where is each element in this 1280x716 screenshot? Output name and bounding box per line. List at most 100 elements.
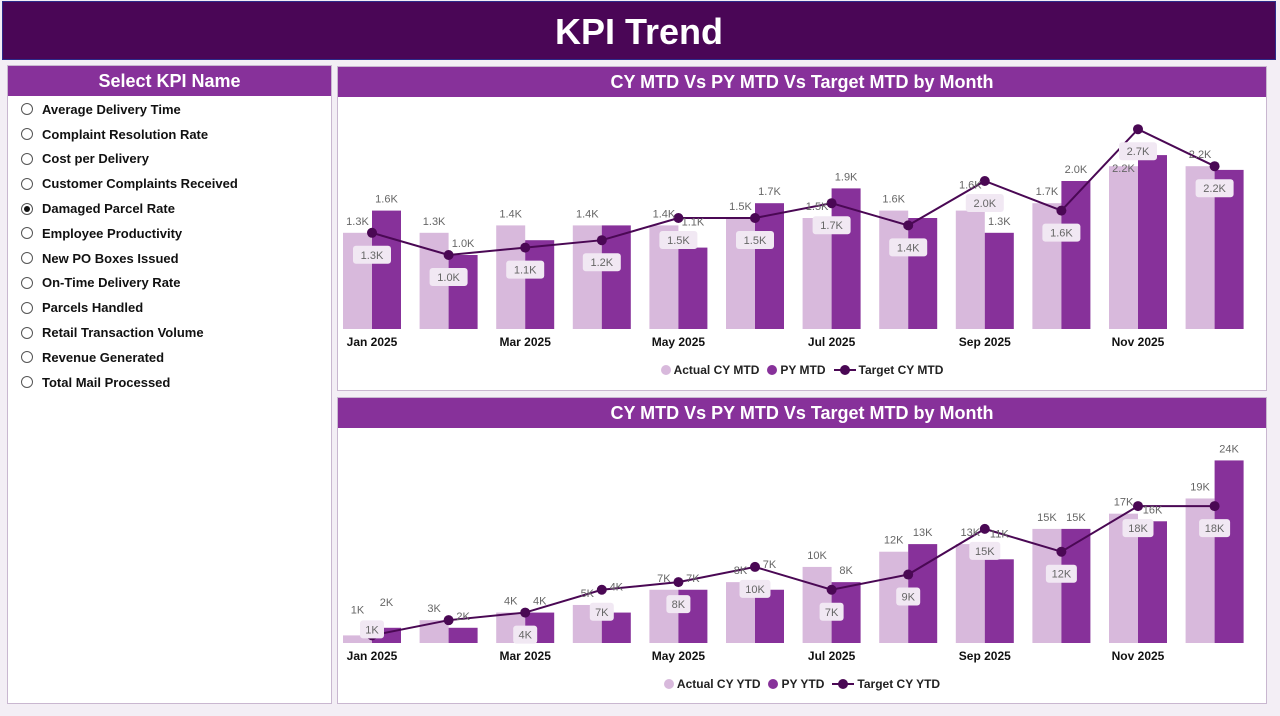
- kpi-option[interactable]: Retail Transaction Volume: [8, 320, 331, 345]
- radio-button[interactable]: [21, 128, 33, 141]
- label-box: [1045, 564, 1077, 583]
- label-py: 24K: [1219, 443, 1239, 455]
- label-target: 1.0K: [437, 272, 460, 284]
- label-box: [666, 595, 691, 614]
- kpi-option[interactable]: Parcels Handled: [8, 295, 331, 320]
- target-point: [826, 198, 837, 209]
- bar-actual: [1032, 528, 1062, 643]
- radio-button[interactable]: [21, 227, 33, 240]
- label-target: 1.4K: [897, 242, 920, 254]
- legend-py[interactable]: PY MTD: [767, 363, 826, 377]
- legend-target[interactable]: Target CY YTD: [832, 677, 940, 691]
- kpi-option[interactable]: Revenue Generated: [8, 345, 331, 370]
- kpi-option[interactable]: Employee Productivity: [8, 221, 331, 246]
- label-box: [896, 587, 921, 606]
- kpi-list: Average Delivery Time Complaint Resolutio…: [8, 96, 331, 395]
- legend-line-icon: [833, 365, 856, 375]
- label-target: 1K: [365, 624, 379, 636]
- label-py: 1.3K: [988, 216, 1011, 228]
- target-point: [1209, 161, 1220, 172]
- mtd-chart: Jan 2025 Mar 2025 May 2025 Jul 2025 Sep 2025…: [343, 124, 1244, 349]
- label-actual: 1.3K: [423, 216, 446, 228]
- target-point: [596, 584, 607, 595]
- x-tick-label: Sep 2025: [959, 649, 1011, 663]
- label-py: 2.0K: [1065, 164, 1088, 176]
- label-box: [969, 541, 1001, 560]
- label-box: [1195, 179, 1234, 198]
- kpi-option[interactable]: Damaged Parcel Rate: [8, 196, 331, 221]
- kpi-option[interactable]: On-Time Delivery Rate: [8, 271, 331, 296]
- target-point: [1133, 124, 1143, 135]
- ytd-chart: Jan 2025 Mar 2025 May 2025 Jul 2025 Sep 2025…: [343, 443, 1244, 663]
- kpi-slicer: Select KPI Name Average Delivery Time Com…: [7, 65, 332, 704]
- kpi-option[interactable]: Cost per Delivery: [8, 147, 331, 172]
- bar-actual: [1032, 203, 1062, 329]
- radio-button[interactable]: [21, 152, 33, 165]
- kpi-option[interactable]: New PO Boxes Issued: [8, 246, 331, 271]
- radio-button[interactable]: [21, 351, 33, 364]
- label-target: 2.2K: [1203, 183, 1226, 195]
- radio-button[interactable]: [21, 252, 33, 265]
- label-target: 1.5K: [744, 235, 767, 247]
- x-tick-label: Jul 2025: [808, 649, 856, 663]
- radio-button[interactable]: [21, 301, 33, 314]
- label-actual: 7K: [657, 573, 671, 585]
- kpi-option-label: Total Mail Processed: [42, 374, 171, 390]
- mtd-chart-panel: CY MTD Vs PY MTD Vs Target MTD by Month …: [337, 66, 1267, 391]
- target-point: [1056, 546, 1067, 557]
- label-actual: 1K: [351, 604, 365, 616]
- radio-button[interactable]: [21, 202, 33, 215]
- target-point: [750, 213, 760, 223]
- target-point: [673, 213, 684, 223]
- x-tick-label: Jan 2025: [347, 335, 398, 349]
- kpi-option-label: Retail Transaction Volume: [42, 325, 204, 341]
- kpi-option-label: New PO Boxes Issued: [42, 250, 179, 266]
- label-py: 7K: [686, 573, 700, 585]
- radio-button[interactable]: [21, 326, 33, 339]
- x-tick-label: Jul 2025: [808, 335, 856, 349]
- target-point: [1056, 205, 1067, 216]
- label-py: 4K: [533, 596, 547, 608]
- kpi-option[interactable]: Average Delivery Time: [8, 97, 331, 122]
- legend-label: PY YTD: [781, 677, 825, 691]
- label-py: 1.7K: [758, 186, 781, 198]
- radio-button[interactable]: [21, 276, 33, 289]
- target-point: [903, 220, 914, 231]
- bar-py: [1214, 460, 1244, 643]
- kpi-option[interactable]: Customer Complaints Received: [8, 171, 331, 196]
- bar-actual: [1109, 166, 1138, 329]
- bar-py: [525, 240, 555, 329]
- label-box: [582, 253, 621, 272]
- label-target: 10K: [745, 584, 765, 596]
- radio-button[interactable]: [21, 177, 33, 190]
- radio-button[interactable]: [21, 376, 33, 389]
- label-box: [506, 260, 545, 279]
- kpi-option[interactable]: Complaint Resolution Rate: [8, 122, 331, 147]
- label-actual: 1.5K: [729, 201, 752, 213]
- label-actual: 13K: [961, 527, 981, 539]
- bar-py: [831, 188, 861, 329]
- label-py: 16K: [1143, 504, 1163, 516]
- page-header: KPI Trend: [2, 1, 1276, 60]
- label-actual: 1.4K: [576, 208, 599, 220]
- label-py: 1.9K: [835, 171, 858, 183]
- legend-py[interactable]: PY YTD: [768, 677, 824, 691]
- legend-actual[interactable]: Actual CY YTD: [663, 677, 760, 691]
- x-tick-label: May 2025: [652, 649, 706, 663]
- radio-button[interactable]: [21, 103, 33, 116]
- kpi-option[interactable]: Total Mail Processed: [8, 370, 331, 395]
- slicer-title: Select KPI Name: [8, 66, 331, 96]
- legend-actual[interactable]: Actual CY MTD: [660, 363, 759, 377]
- chart-legend: Actual CY YTD PY YTD Target CY YTD: [338, 677, 1266, 691]
- label-actual: 1.6K: [882, 194, 905, 206]
- label-py: 2K: [380, 597, 394, 609]
- label-box: [1042, 223, 1081, 242]
- kpi-option-label: Parcels Handled: [42, 300, 144, 316]
- label-py: 1.0K: [452, 238, 475, 250]
- bar-py: [1061, 528, 1091, 643]
- legend-target[interactable]: Target CY MTD: [833, 363, 943, 377]
- kpi-option-label: Complaint Resolution Rate: [42, 126, 209, 142]
- legend-dot-icon: [767, 365, 778, 375]
- bar-actual: [955, 544, 985, 643]
- label-actual: 2.2K: [1189, 149, 1212, 161]
